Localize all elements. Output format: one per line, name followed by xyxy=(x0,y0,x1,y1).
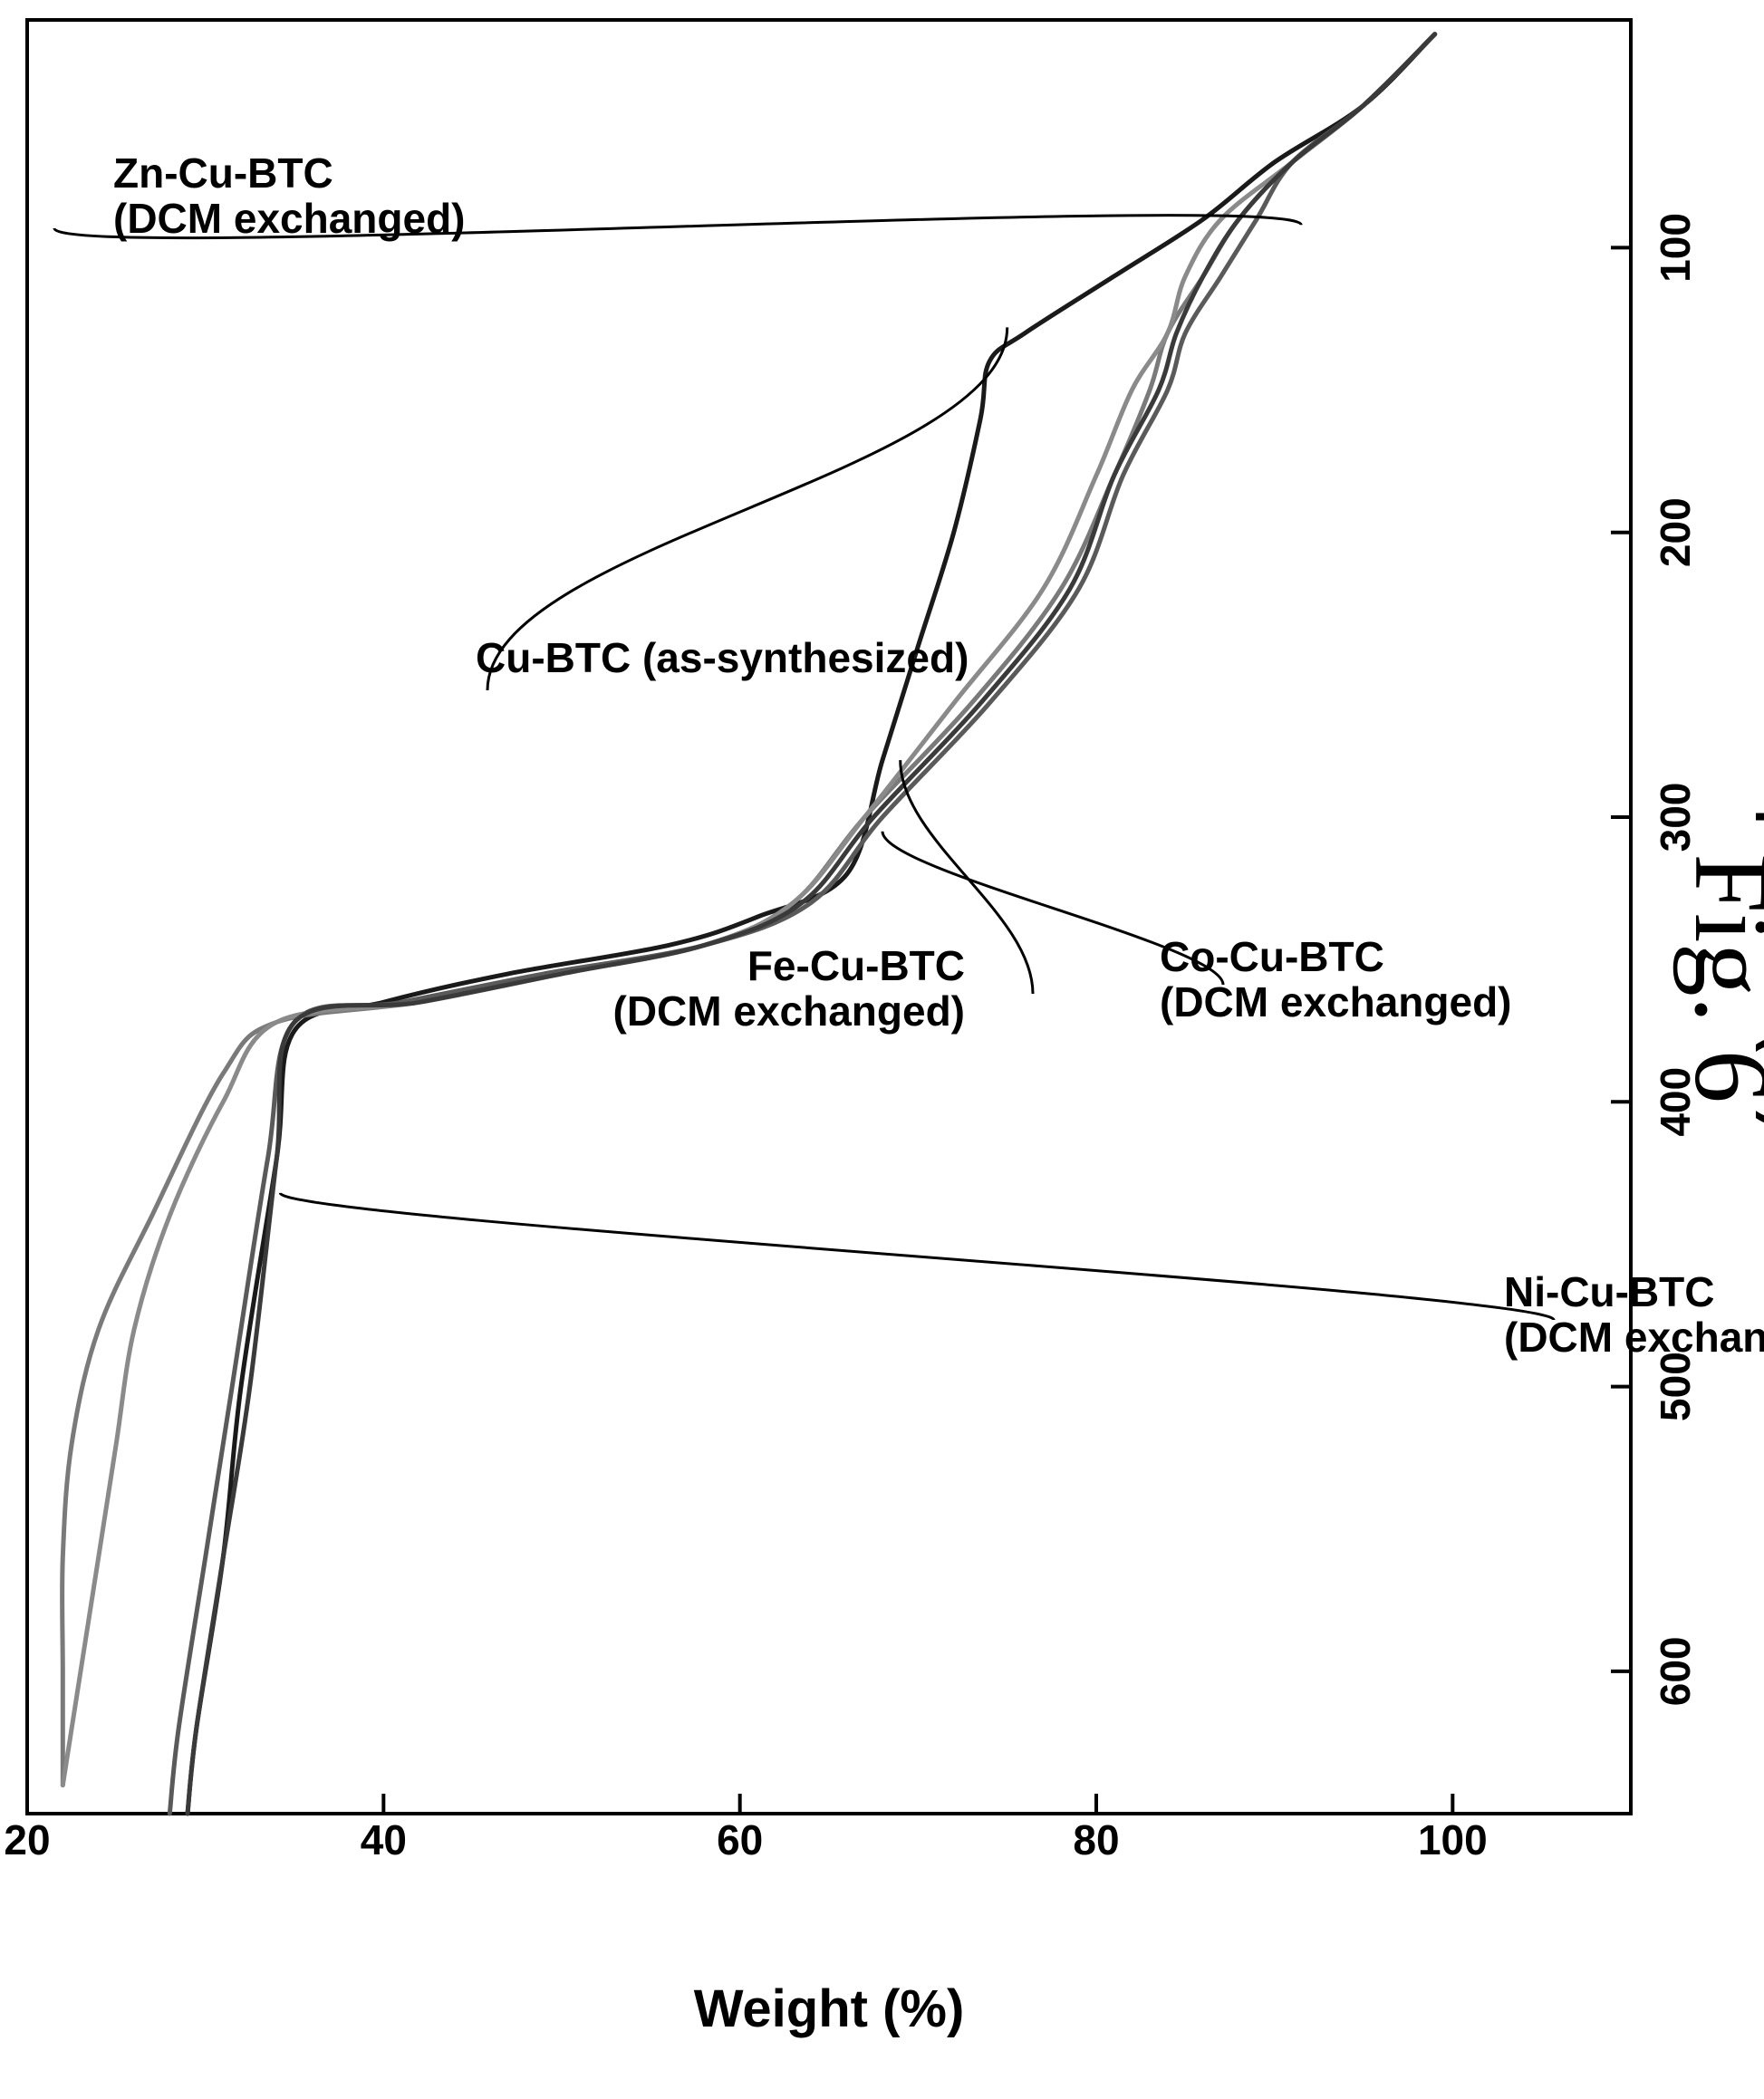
annotation-line-cu-btc-as-synthesized-0: Cu-BTC (as-synthesized) xyxy=(476,634,969,681)
y-axis-title: Weight (%) xyxy=(694,1979,965,2038)
annotation-layer: Zn-Cu-BTC (DCM exchanged)Cu-BTC (as-synth… xyxy=(113,149,1764,1361)
annotation-cu-btc-as-synthesized: Cu-BTC (as-synthesized) xyxy=(476,634,969,681)
x-tick-label-600: 600 xyxy=(1652,1636,1699,1706)
annotation-label-zn-cu-btc: Zn-Cu-BTC (DCM exchanged) xyxy=(113,149,465,242)
annotation-line-ni-cu-btc-1: (DCM exchanged) xyxy=(1504,1314,1764,1361)
series-line-co-cu-btc-dcm-exchanged xyxy=(167,32,1438,1816)
annotation-ni-cu-btc: Ni-Cu-BTC(DCM exchanged) xyxy=(1504,1268,1764,1361)
leader-line-co-cu-btc xyxy=(881,831,1225,986)
leader-line-zn-cu-btc xyxy=(53,214,1303,240)
annotation-fe-cu-btc: Fe-Cu-BTC (DCM exchanged) xyxy=(613,942,965,1035)
rotated-plot: 100 200 300 400 500 600 20 40 60 80 100 Temperatur… xyxy=(4,18,1764,2038)
x-tick-label-200: 200 xyxy=(1652,497,1699,567)
y-tick-label-20: 20 xyxy=(4,1816,50,1863)
leader-line-layer xyxy=(53,214,1556,1322)
series-layer xyxy=(60,32,1438,1816)
plot-frame xyxy=(25,18,1633,1815)
x-tick-label-300: 300 xyxy=(1652,783,1699,852)
annotation-label-fe-cu-btc: Fe-Cu-BTC (DCM exchanged) xyxy=(613,942,965,1035)
leader-line-cu-btc-as-synthesized xyxy=(486,327,1009,691)
leader-line-ni-cu-btc xyxy=(278,1191,1556,1322)
series-line-ni-cu-btc-dcm-exchanged xyxy=(185,32,1438,1816)
tick-layer: 100 200 300 400 500 600 20 40 60 80 100 xyxy=(4,213,1699,1863)
series-line-zn-cu-btc-dcm-exchanged xyxy=(60,32,1438,1788)
figure-label: Fig. 6 xyxy=(1672,853,1764,1102)
annotation-zn-cu-btc: Zn-Cu-BTC (DCM exchanged) xyxy=(113,149,465,242)
leader-line-fe-cu-btc xyxy=(899,760,1035,995)
annotation-label-cu-btc-as-synthesized: Cu-BTC (as-synthesized) xyxy=(476,634,969,681)
x-axis-title: Temperature (°C) xyxy=(1755,706,1764,1129)
x-tick-label-500: 500 xyxy=(1652,1352,1699,1421)
x-tick-label-100: 100 xyxy=(1652,213,1699,283)
annotation-line-co-cu-btc-0: Co-Cu-BTC xyxy=(1160,933,1384,980)
annotation-label-ni-cu-btc: Ni-Cu-BTC(DCM exchanged) xyxy=(1504,1268,1764,1361)
series-line-fe-cu-btc-dcm-exchanged xyxy=(60,32,1438,1788)
annotation-line-zn-cu-btc-0: Zn-Cu-BTC xyxy=(113,149,333,197)
annotation-line-fe-cu-btc-0: Fe-Cu-BTC xyxy=(747,942,965,989)
annotation-co-cu-btc: Co-Cu-BTC (DCM exchanged) xyxy=(1160,933,1511,1025)
annotation-line-zn-cu-btc-1: (DCM exchanged) xyxy=(113,195,465,242)
annotation-line-ni-cu-btc-0: Ni-Cu-BTC xyxy=(1504,1268,1715,1315)
y-tick-label-80: 80 xyxy=(1073,1816,1119,1863)
annotation-label-co-cu-btc: Co-Cu-BTC (DCM exchanged) xyxy=(1160,933,1511,1025)
y-tick-label-40: 40 xyxy=(361,1816,407,1863)
annotation-line-co-cu-btc-1: (DCM exchanged) xyxy=(1160,978,1511,1025)
x-tick-label-400: 400 xyxy=(1652,1067,1699,1137)
y-tick-label-60: 60 xyxy=(717,1816,763,1863)
y-tick-label-100: 100 xyxy=(1418,1816,1488,1863)
annotation-line-fe-cu-btc-1: (DCM exchanged) xyxy=(613,987,965,1035)
series-line-cu-btc-as-synthesized xyxy=(185,32,1438,1816)
